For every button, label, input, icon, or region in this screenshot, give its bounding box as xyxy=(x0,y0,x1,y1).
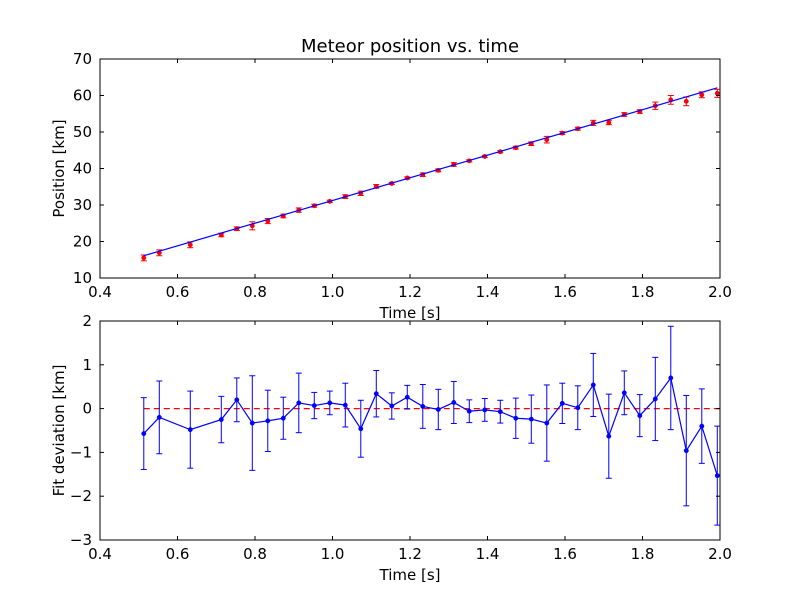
data-point xyxy=(358,426,364,432)
y-tick-label: 0 xyxy=(82,400,92,418)
data-point xyxy=(141,255,147,261)
data-point xyxy=(714,473,720,479)
data-point xyxy=(637,413,643,419)
x-tick-label: 2.0 xyxy=(708,545,732,563)
data-point xyxy=(497,409,503,415)
linear-fit-line xyxy=(143,87,718,257)
data-point xyxy=(311,403,317,408)
y-tick-label: 60 xyxy=(73,87,92,105)
data-point xyxy=(156,414,162,420)
position-plot-panel: 0.4 0.6 0.8 1.0 1.2 1.4 1.6 1.8 2.0 10 20 30 40 50 60 7… xyxy=(50,36,732,322)
data-point xyxy=(389,403,395,409)
data-point xyxy=(234,397,240,403)
chart-title: Meteor position vs. time xyxy=(301,36,519,57)
data-point xyxy=(683,98,689,104)
x-tick-label: 1.6 xyxy=(553,545,577,563)
y-tick-label: 20 xyxy=(73,233,92,251)
x-tick-label: 1.0 xyxy=(321,545,345,563)
data-point xyxy=(606,433,612,439)
x-tick-label: 1.8 xyxy=(631,545,655,563)
x-tick-label: 1.0 xyxy=(321,283,345,301)
y-tick-label: −2 xyxy=(70,487,92,505)
x-tick-label: 0.8 xyxy=(243,283,267,301)
x-tick-label: 1.2 xyxy=(398,545,422,563)
data-point xyxy=(141,431,147,437)
data-point xyxy=(187,242,193,248)
x-tick-label: 1.8 xyxy=(631,283,655,301)
data-point xyxy=(420,403,426,409)
data-point xyxy=(187,427,193,433)
data-point xyxy=(621,390,627,396)
x-tick-label: 0.4 xyxy=(88,545,112,563)
data-point xyxy=(342,402,348,408)
y-tick-label: −1 xyxy=(70,443,92,461)
plot-area xyxy=(140,87,720,262)
y-tick-label: 2 xyxy=(82,312,92,330)
y-tick-label: −3 xyxy=(70,531,92,549)
data-point xyxy=(683,448,689,454)
data-point xyxy=(714,90,720,96)
data-point xyxy=(575,405,581,411)
x-tick-label: 0.8 xyxy=(243,545,267,563)
data-point xyxy=(544,420,550,426)
x-tick-label: 0.4 xyxy=(88,283,112,301)
data-point xyxy=(435,407,441,412)
y-tick-label: 10 xyxy=(73,269,92,287)
data-point xyxy=(296,400,302,406)
y-tick-label: 40 xyxy=(73,160,92,178)
data-point xyxy=(218,417,224,422)
y-axis-label: Fit deviation [km] xyxy=(50,365,68,497)
data-point xyxy=(451,400,457,405)
x-tick-label: 1.6 xyxy=(553,283,577,301)
y-tick-label: 70 xyxy=(73,50,92,68)
data-point xyxy=(482,407,488,413)
data-point xyxy=(249,420,255,426)
data-point xyxy=(652,396,658,402)
deviation-plot-panel: 0.4 0.6 0.8 1.0 1.2 1.4 1.6 1.8 2.0 −3 −2 −1 0 1 2 Time… xyxy=(50,312,732,584)
data-point xyxy=(606,120,612,125)
data-point xyxy=(590,382,596,388)
data-point xyxy=(466,408,472,414)
data-point xyxy=(327,400,333,406)
data-point xyxy=(528,416,534,422)
y-axis-label: Position [km] xyxy=(50,119,68,217)
data-point xyxy=(265,418,271,424)
x-tick-label: 0.6 xyxy=(166,283,190,301)
x-tick-label: 0.6 xyxy=(166,545,190,563)
plot-area xyxy=(140,325,720,526)
x-axis-label: Time [s] xyxy=(379,304,441,322)
data-point xyxy=(513,415,519,421)
data-point xyxy=(373,391,379,397)
y-tick-label: 1 xyxy=(82,356,92,374)
x-tick-label: 1.4 xyxy=(476,283,500,301)
x-tick-label: 1.4 xyxy=(476,545,500,563)
data-point xyxy=(280,415,286,421)
data-point xyxy=(668,375,674,381)
data-point xyxy=(404,394,410,400)
data-point xyxy=(699,423,705,429)
y-tick-label: 50 xyxy=(73,123,92,141)
y-tick-label: 30 xyxy=(73,196,92,214)
data-point xyxy=(559,400,565,406)
x-axis-label: Time [s] xyxy=(379,566,441,584)
x-tick-label: 1.2 xyxy=(398,283,422,301)
x-tick-label: 2.0 xyxy=(708,283,732,301)
deviation-line xyxy=(143,376,718,476)
